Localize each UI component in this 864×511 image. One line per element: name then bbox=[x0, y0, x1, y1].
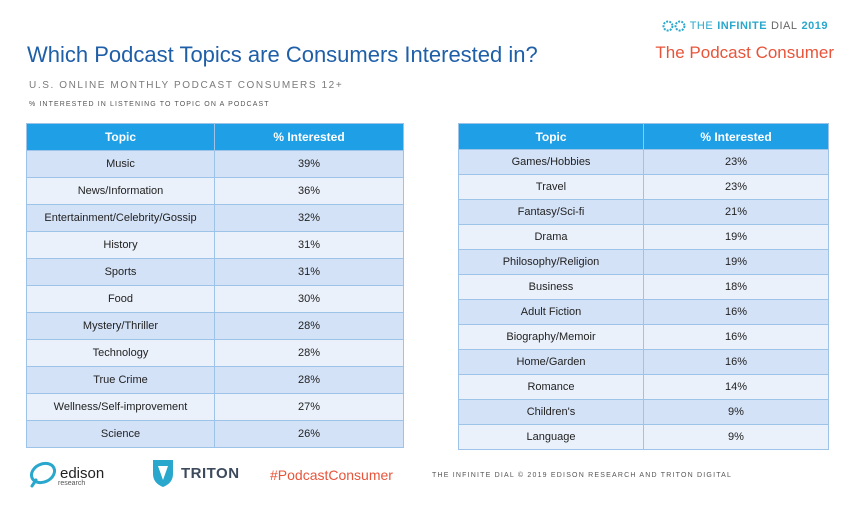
percent-cell: 31% bbox=[214, 231, 404, 259]
table-row: Games/Hobbies 23% bbox=[458, 149, 829, 175]
column-header-percent: % Interested bbox=[214, 123, 404, 151]
column-header-percent: % Interested bbox=[643, 123, 829, 150]
percent-cell: 18% bbox=[643, 274, 829, 300]
percent-cell: 28% bbox=[214, 366, 404, 394]
table-row: Sports 31% bbox=[26, 258, 404, 286]
edison-logo: edison research bbox=[28, 458, 104, 488]
triton-wordmark: TRITON bbox=[181, 464, 240, 482]
topic-cell: Biography/Memoir bbox=[458, 324, 644, 350]
hashtag: #PodcastConsumer bbox=[270, 467, 393, 483]
table-row: Drama 19% bbox=[458, 224, 829, 250]
brand-the: THE bbox=[689, 20, 714, 32]
table-row: Home/Garden 16% bbox=[458, 349, 829, 375]
table-row: Entertainment/Celebrity/Gossip 32% bbox=[26, 204, 404, 232]
page-note: % INTERESTED IN LISTENING TO TOPIC ON A … bbox=[29, 101, 270, 108]
topic-cell: Sports bbox=[26, 258, 215, 286]
brand-subtitle: The Podcast Consumer bbox=[655, 43, 834, 62]
percent-cell: 9% bbox=[643, 399, 829, 425]
table-row: News/Information 36% bbox=[26, 177, 404, 205]
topic-cell: Music bbox=[26, 150, 215, 178]
percent-cell: 16% bbox=[643, 299, 829, 325]
table-row: Mystery/Thriller 28% bbox=[26, 312, 404, 340]
infinity-icon bbox=[662, 20, 686, 32]
page-title: Which Podcast Topics are Consumers Inter… bbox=[27, 42, 538, 67]
percent-cell: 9% bbox=[643, 424, 829, 450]
percent-cell: 31% bbox=[214, 258, 404, 286]
table-row: Romance 14% bbox=[458, 374, 829, 400]
topic-cell: Science bbox=[26, 420, 215, 448]
topic-cell: Drama bbox=[458, 224, 644, 250]
table-row: Children's 9% bbox=[458, 399, 829, 425]
topic-cell: Language bbox=[458, 424, 644, 450]
topics-table-left: Topic % Interested Music 39% News/Informa… bbox=[26, 123, 404, 448]
table-row: True Crime 28% bbox=[26, 366, 404, 394]
topic-cell: Entertainment/Celebrity/Gossip bbox=[26, 204, 215, 232]
percent-cell: 30% bbox=[214, 285, 404, 313]
percent-cell: 19% bbox=[643, 224, 829, 250]
topic-cell: Wellness/Self-improvement bbox=[26, 393, 215, 421]
table-row: Food 30% bbox=[26, 285, 404, 313]
brand-infinite: INFINITE bbox=[717, 20, 768, 32]
table-row: Philosophy/Religion 19% bbox=[458, 249, 829, 275]
topic-cell: News/Information bbox=[26, 177, 215, 205]
percent-cell: 26% bbox=[214, 420, 404, 448]
topic-cell: Romance bbox=[458, 374, 644, 400]
brand-year: 2019 bbox=[801, 20, 828, 32]
percent-cell: 23% bbox=[643, 149, 829, 175]
topic-cell: Games/Hobbies bbox=[458, 149, 644, 175]
table-row: Travel 23% bbox=[458, 174, 829, 200]
table-row: Business 18% bbox=[458, 274, 829, 300]
percent-cell: 28% bbox=[214, 339, 404, 367]
percent-cell: 21% bbox=[643, 199, 829, 225]
table-row: Science 26% bbox=[26, 420, 404, 448]
topic-cell: Home/Garden bbox=[458, 349, 644, 375]
table-row: Music 39% bbox=[26, 150, 404, 178]
triton-logo: TRITON bbox=[150, 458, 240, 488]
topic-cell: Business bbox=[458, 274, 644, 300]
column-header-topic: Topic bbox=[26, 123, 215, 151]
percent-cell: 36% bbox=[214, 177, 404, 205]
edison-swirl-icon bbox=[29, 461, 57, 488]
table-row: Adult Fiction 16% bbox=[458, 299, 829, 325]
topic-cell: Technology bbox=[26, 339, 215, 367]
topic-cell: Mystery/Thriller bbox=[26, 312, 215, 340]
topics-table-right: Topic % Interested Games/Hobbies 23% Trav… bbox=[458, 123, 829, 450]
column-header-topic: Topic bbox=[458, 123, 644, 150]
percent-cell: 16% bbox=[643, 349, 829, 375]
triton-shield-icon bbox=[153, 460, 173, 487]
table-row: Technology 28% bbox=[26, 339, 404, 367]
topic-cell: Food bbox=[26, 285, 215, 313]
percent-cell: 19% bbox=[643, 249, 829, 275]
percent-cell: 16% bbox=[643, 324, 829, 350]
topic-cell: Travel bbox=[458, 174, 644, 200]
table-header-row: Topic % Interested bbox=[458, 123, 829, 150]
percent-cell: 39% bbox=[214, 150, 404, 178]
table-row: Fantasy/Sci-fi 21% bbox=[458, 199, 829, 225]
topic-cell: History bbox=[26, 231, 215, 259]
table-row: History 31% bbox=[26, 231, 404, 259]
topic-cell: Adult Fiction bbox=[458, 299, 644, 325]
table-header-row: Topic % Interested bbox=[26, 123, 404, 151]
footer: edison research TRITON #PodcastConsumer … bbox=[0, 452, 864, 502]
infinite-dial-logo: THE INFINITE DIAL 2019 bbox=[662, 20, 828, 32]
table-row: Language 9% bbox=[458, 424, 829, 450]
percent-cell: 32% bbox=[214, 204, 404, 232]
percent-cell: 14% bbox=[643, 374, 829, 400]
topic-cell: Fantasy/Sci-fi bbox=[458, 199, 644, 225]
topic-cell: True Crime bbox=[26, 366, 215, 394]
table-row: Wellness/Self-improvement 27% bbox=[26, 393, 404, 421]
page-subtitle: U.S. ONLINE MONTHLY PODCAST CONSUMERS 12… bbox=[29, 80, 344, 91]
copyright: THE INFINITE DIAL © 2019 EDISON RESEARCH… bbox=[432, 472, 733, 479]
topic-cell: Children's bbox=[458, 399, 644, 425]
table-row: Biography/Memoir 16% bbox=[458, 324, 829, 350]
percent-cell: 27% bbox=[214, 393, 404, 421]
topic-cell: Philosophy/Religion bbox=[458, 249, 644, 275]
percent-cell: 23% bbox=[643, 174, 829, 200]
edison-wordmark: edison bbox=[60, 464, 105, 482]
percent-cell: 28% bbox=[214, 312, 404, 340]
brand-dial: DIAL bbox=[771, 20, 798, 32]
edison-research-label: research bbox=[58, 480, 86, 487]
